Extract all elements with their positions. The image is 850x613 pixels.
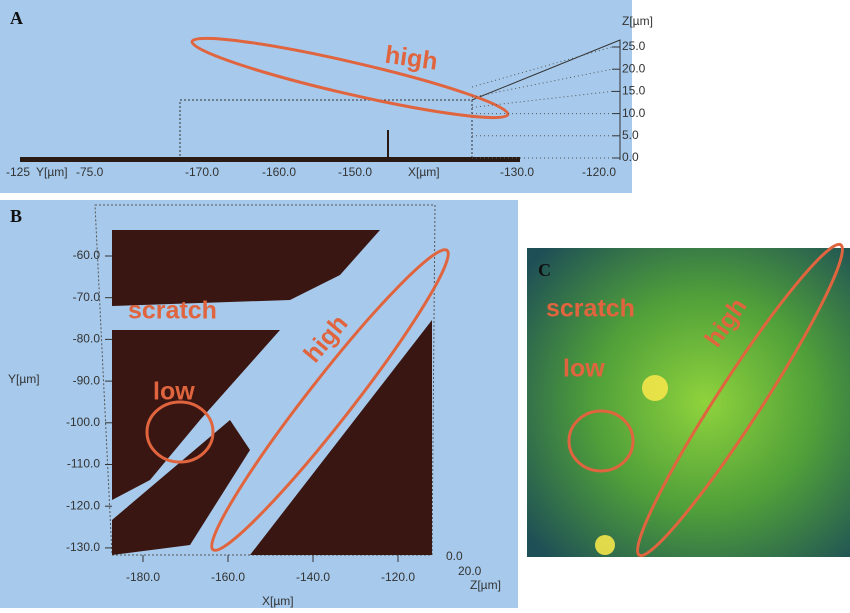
axis-title: Z[µm] bbox=[622, 14, 653, 28]
tick-label: 0.0 bbox=[446, 549, 463, 563]
panel-label: C bbox=[538, 260, 551, 280]
surface bbox=[20, 157, 520, 162]
axis-title: Z[µm] bbox=[470, 578, 501, 592]
panel-background bbox=[0, 0, 632, 193]
tick-label: 5.0 bbox=[622, 128, 639, 142]
tick-label: -160.0 bbox=[211, 570, 245, 584]
panel-label: B bbox=[10, 206, 22, 226]
bright-spot bbox=[595, 535, 615, 555]
axis-title: Y[µm] bbox=[8, 372, 40, 386]
tick-label: -120.0 bbox=[66, 498, 100, 512]
tick-label: -130.0 bbox=[500, 165, 534, 179]
tick-label: -140.0 bbox=[296, 570, 330, 584]
tick-label: -75.0 bbox=[76, 165, 104, 179]
tick-label: -125 bbox=[6, 165, 30, 179]
tick-label: -80.0 bbox=[73, 332, 101, 346]
annotation: low bbox=[153, 378, 195, 406]
tick-label: -170.0 bbox=[185, 165, 219, 179]
tick-label: -70.0 bbox=[73, 290, 101, 304]
tick-label: 25.0 bbox=[622, 39, 646, 53]
tick-label: 10.0 bbox=[622, 106, 646, 120]
annotation: low bbox=[563, 355, 605, 383]
tick-label: 15.0 bbox=[622, 84, 646, 98]
tick-label: -150.0 bbox=[338, 165, 372, 179]
annotation: scratch bbox=[546, 295, 635, 323]
tick-label: -120.0 bbox=[381, 570, 415, 584]
panel-label: A bbox=[10, 8, 23, 28]
tick-label: -100.0 bbox=[66, 415, 100, 429]
tick-label: -160.0 bbox=[262, 165, 296, 179]
tick-label: -110.0 bbox=[67, 457, 100, 471]
tick-label: X[µm] bbox=[408, 165, 440, 179]
bright-spot bbox=[642, 375, 668, 401]
annotation: scratch bbox=[128, 297, 217, 325]
tick-label: -130.0 bbox=[66, 540, 100, 554]
tick-label: -90.0 bbox=[73, 373, 101, 387]
panel-c: C scratch low high bbox=[527, 233, 850, 567]
axis-title: X[µm] bbox=[262, 594, 294, 608]
tick-label: -180.0 bbox=[126, 570, 160, 584]
tick-label: 0.0 bbox=[622, 150, 639, 164]
tick-label: 20.0 bbox=[458, 564, 482, 578]
tick-label: -60.0 bbox=[73, 248, 101, 262]
tick-label: 20.0 bbox=[622, 61, 646, 75]
panel-a: high A Z[µm] bbox=[0, 0, 653, 193]
tick-label: Y[µm] bbox=[36, 165, 68, 179]
figure: high A Z[µm] B scratch high low Y[µm] X[… bbox=[0, 0, 850, 608]
tick-label: -120.0 bbox=[582, 165, 616, 179]
